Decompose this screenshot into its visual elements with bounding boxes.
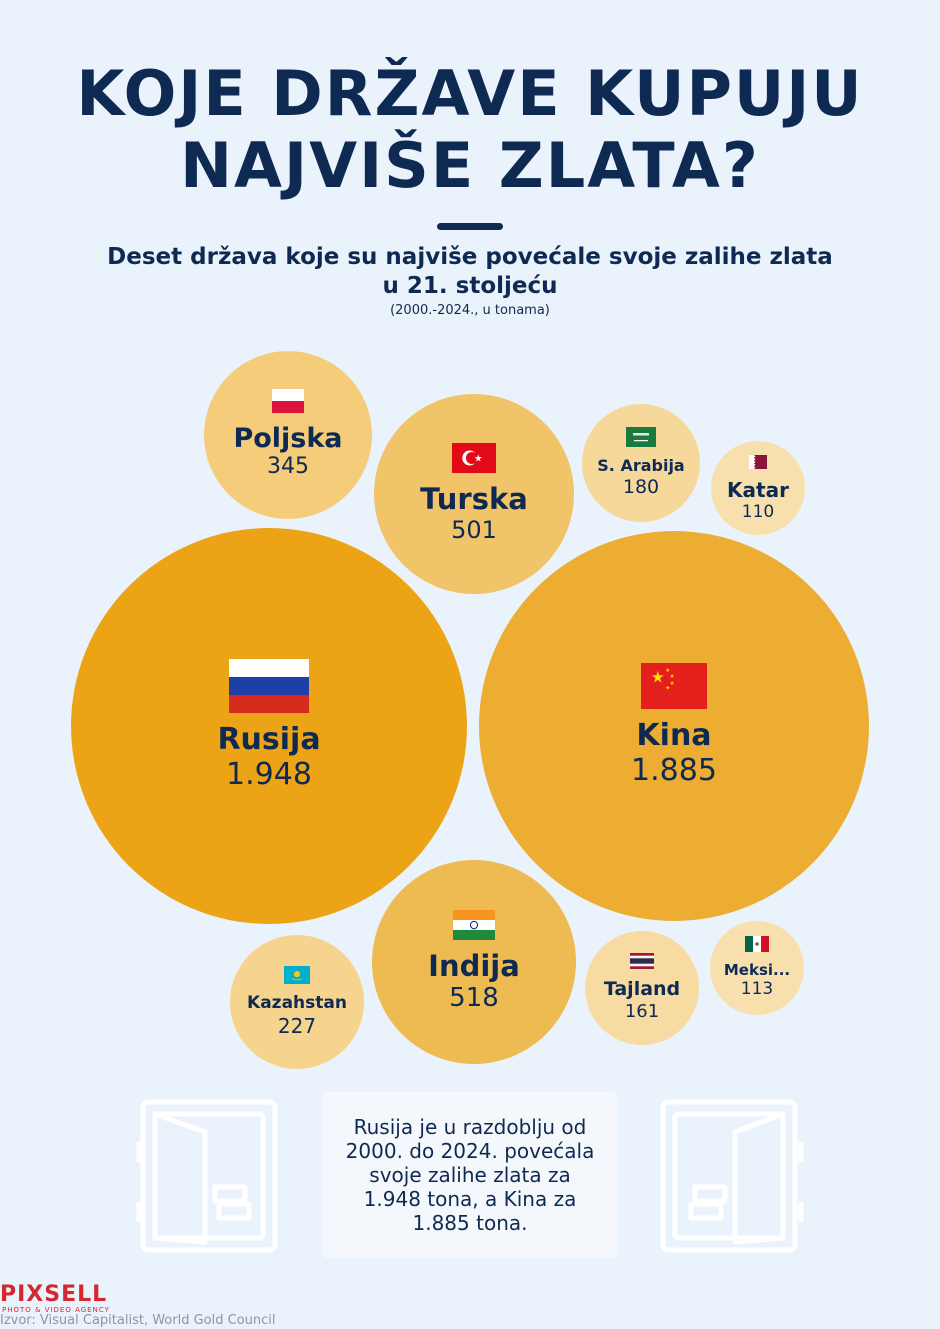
- poland-flag: [272, 389, 304, 417]
- turkey-flag: ★: [452, 442, 496, 477]
- mexico-flag: [745, 936, 769, 956]
- title-line-2: NAJVIŠE ZLATA?: [180, 129, 760, 202]
- bubble-value-label: 110: [741, 501, 775, 522]
- bubble-country-label: S. Arabija: [597, 456, 685, 476]
- info-box: Rusija je u razdoblju od 2000. do 2024. …: [322, 1092, 618, 1258]
- russia-flag: [229, 658, 309, 717]
- saudi-arabia-flag: [626, 427, 656, 451]
- bubble-country-label: Meksi...: [723, 961, 791, 980]
- bubble-s-arabija: S. Arabija 180: [582, 404, 700, 522]
- bubble-value-label: 1.948: [226, 757, 312, 793]
- source-note: Izvor: Visual Capitalist, World Gold Cou…: [0, 1313, 276, 1328]
- bubble-value-label: 113: [740, 979, 774, 1000]
- svg-text:★: ★: [665, 667, 670, 674]
- title-line-1: KOJE DRŽAVE KUPUJU: [76, 57, 864, 130]
- subtitle: Deset država koje su najviše povećale sv…: [60, 243, 880, 301]
- bubble-country-label: Indija: [428, 948, 520, 983]
- bubble-katar: Katar 110: [711, 441, 805, 535]
- bubble-value-label: 501: [451, 516, 497, 545]
- bubble-country-label: Poljska: [233, 423, 343, 455]
- svg-text:★: ★: [670, 673, 675, 680]
- bubble-poljska: Poljska 345: [204, 351, 372, 519]
- bubble-indija: Indija 518: [372, 860, 576, 1064]
- bubble-country-label: Rusija: [217, 721, 321, 757]
- unit-note: (2000.-2024., u tonama): [390, 303, 550, 318]
- china-flag: ★ ★ ★ ★ ★: [641, 662, 707, 713]
- india-flag: [453, 909, 495, 944]
- logo-tagline: PHOTO & VIDEO AGENCY: [2, 1306, 110, 1314]
- bubble-country-label: Turska: [420, 481, 528, 516]
- bubble-value-label: 161: [624, 1001, 660, 1023]
- bubble-turska: ★ Turska 501: [374, 394, 574, 594]
- bubble-value-label: 180: [622, 475, 660, 498]
- svg-text:★: ★: [665, 684, 670, 691]
- page-title: KOJE DRŽAVE KUPUJU NAJVIŠE ZLATA?: [0, 58, 940, 202]
- bubble-kazahstan: Kazahstan 227: [230, 935, 364, 1069]
- bubble-kina: ★ ★ ★ ★ ★ Kina 1.885: [479, 531, 869, 921]
- bubble-value-label: 518: [449, 983, 499, 1014]
- bubble-tajland: Tajland 161: [585, 931, 699, 1045]
- svg-text:★: ★: [474, 454, 483, 465]
- bubble-country-label: Tajland: [603, 978, 681, 1001]
- safe-right-icon: [660, 1099, 804, 1253]
- qatar-flag: [749, 454, 767, 473]
- bubble-meksi: Meksi... 113: [710, 921, 804, 1015]
- svg-text:★: ★: [651, 667, 665, 686]
- subtitle-line-2: u 21. stoljeću: [382, 273, 558, 299]
- info-text: Rusija je u razdoblju od 2000. do 2024. …: [345, 1115, 595, 1235]
- kazakhstan-flag: [284, 966, 310, 988]
- bubble-country-label: Katar: [727, 477, 789, 502]
- bubble-country-label: Kazahstan: [247, 993, 347, 1014]
- pixsell-logo: PIXSELL: [0, 1282, 108, 1307]
- bubble-value-label: 227: [277, 1013, 317, 1038]
- thailand-flag: [630, 953, 654, 973]
- bubble-value-label: 1.885: [631, 753, 717, 789]
- bubble-country-label: Kina: [636, 717, 712, 753]
- subtitle-line-1: Deset država koje su najviše povećale sv…: [107, 244, 833, 270]
- bubble-rusija: Rusija 1.948: [71, 528, 467, 924]
- bubble-value-label: 345: [267, 454, 309, 480]
- title-divider: [437, 223, 503, 230]
- svg-text:★: ★: [670, 679, 675, 686]
- safe-left-icon: [136, 1099, 278, 1253]
